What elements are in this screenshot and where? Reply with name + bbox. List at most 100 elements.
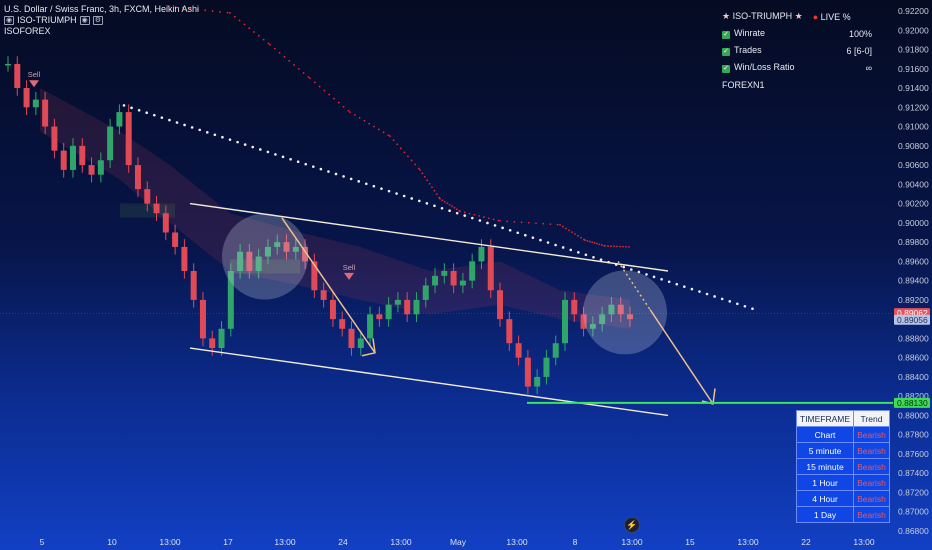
candle-body bbox=[487, 246, 494, 291]
dotted-trendline-dot bbox=[312, 165, 315, 168]
dotted-trendline-dot bbox=[183, 123, 186, 127]
stat-value: 100% bbox=[848, 28, 872, 39]
stat-label: Winrate bbox=[734, 28, 766, 38]
trailing-stop-dot bbox=[403, 151, 406, 154]
dotted-trendline-dot bbox=[130, 106, 133, 110]
price-box bbox=[894, 397, 930, 408]
lightning-icon[interactable]: ⚡ bbox=[624, 517, 640, 533]
y-tick-label: 0.88600 bbox=[898, 353, 929, 363]
candle-body bbox=[107, 126, 114, 161]
trailing-stop-dot bbox=[433, 189, 436, 192]
candle-body bbox=[627, 314, 633, 320]
dotted-trendline-dot bbox=[531, 236, 535, 239]
trailing-stop-dot bbox=[333, 97, 335, 100]
dotted-trendline-dot bbox=[281, 155, 285, 159]
trailing-stop-dot bbox=[431, 186, 433, 189]
y-tick-label: 0.89200 bbox=[898, 295, 929, 305]
trailing-stop-dot bbox=[189, 7, 192, 10]
channel-lower-line bbox=[189, 347, 669, 417]
trailing-stop-dot bbox=[414, 163, 417, 166]
candle-body bbox=[264, 246, 271, 257]
candle-body bbox=[42, 99, 49, 127]
trailing-stop-dot bbox=[446, 202, 449, 205]
y-tick-label: 0.87600 bbox=[898, 449, 929, 459]
y-tick-label: 0.88800 bbox=[898, 333, 929, 343]
y-tick-label: 0.86800 bbox=[898, 526, 929, 536]
candle-body bbox=[413, 299, 420, 315]
candle-body bbox=[274, 242, 281, 247]
candle-body bbox=[329, 299, 336, 320]
candle-body bbox=[302, 246, 309, 262]
trailing-stop-dot bbox=[297, 68, 300, 70]
trailing-stop-dot bbox=[257, 34, 260, 37]
candle-body bbox=[478, 246, 485, 262]
candle-body bbox=[515, 343, 522, 358]
stats-row-trades: ✓ Trades 6 [6-0] bbox=[722, 42, 872, 59]
trailing-stop-dot bbox=[219, 10, 221, 13]
y-tick-label: 0.90400 bbox=[898, 179, 929, 189]
highlight-circle bbox=[583, 270, 667, 355]
dotted-trendline-dot bbox=[667, 280, 671, 284]
dotted-trendline-dot bbox=[720, 297, 724, 301]
check-icon: ✓ bbox=[722, 48, 730, 56]
stats-footer: FOREXN1 bbox=[722, 79, 765, 90]
dotted-trendline-dot bbox=[160, 116, 164, 119]
trailing-stop-dot bbox=[167, 5, 169, 8]
dotted-trendline-dot bbox=[418, 199, 421, 203]
dotted-trendline-dot bbox=[304, 162, 308, 166]
settings-icon[interactable]: ⚙ bbox=[92, 16, 103, 25]
dotted-trendline-dot bbox=[561, 246, 565, 249]
dotted-trendline-dot bbox=[349, 177, 353, 181]
dotted-trendline-dot bbox=[690, 287, 694, 291]
trailing-stop-dot bbox=[478, 215, 481, 217]
trailing-stop-dot bbox=[233, 15, 236, 18]
candle-body bbox=[422, 285, 429, 300]
trailing-stop-dot bbox=[174, 6, 177, 8]
dotted-trendline-dot bbox=[698, 290, 701, 293]
trailing-stop-dot bbox=[565, 227, 567, 230]
table-row: 15 minute Bearish bbox=[795, 458, 890, 475]
candle-body bbox=[97, 160, 104, 175]
candle-body bbox=[237, 251, 244, 271]
trailing-stop-dot bbox=[253, 31, 255, 33]
trailing-stop-dot bbox=[586, 239, 589, 242]
dotted-trendline-dot bbox=[205, 131, 209, 134]
y-tick-label: 0.87800 bbox=[898, 430, 929, 440]
trailing-stop-dot bbox=[542, 222, 545, 225]
candle-body bbox=[599, 314, 606, 324]
dotted-trendline-dot bbox=[122, 104, 126, 107]
y-tick-label: 0.90600 bbox=[898, 160, 929, 170]
stat-value: ∞ bbox=[865, 62, 872, 73]
trailing-stop-dot bbox=[448, 203, 451, 206]
trailing-stop-dot bbox=[600, 244, 603, 246]
trailing-stop-dot bbox=[267, 42, 270, 45]
trailing-stop-dot bbox=[278, 51, 281, 54]
trailing-stop-dot bbox=[349, 111, 351, 114]
candle-body bbox=[153, 203, 160, 214]
dotted-trendline-dot bbox=[198, 128, 202, 132]
candle-body bbox=[617, 304, 624, 315]
stats-row-winrate: ✓ Winrate 100% bbox=[722, 25, 872, 42]
stats-title: ISO-TRIUMPH bbox=[732, 11, 793, 21]
dotted-trendline-dot bbox=[175, 121, 179, 124]
trailing-stop-dot bbox=[574, 233, 576, 235]
dotted-trendline-dot bbox=[410, 197, 414, 200]
eye-icon[interactable]: ◉ bbox=[4, 16, 15, 25]
trailing-stop-dot bbox=[377, 128, 380, 131]
live-dot-icon: ● bbox=[812, 11, 819, 22]
trailing-stop-dot bbox=[439, 197, 441, 200]
dotted-trendline-dot bbox=[478, 219, 482, 222]
dotted-trendline-dot bbox=[705, 292, 709, 296]
trailing-stop-dot bbox=[229, 12, 231, 14]
eye-icon[interactable]: ◉ bbox=[79, 16, 90, 25]
y-tick-label: 0.88200 bbox=[898, 391, 929, 401]
dotted-trendline-dot bbox=[221, 135, 224, 139]
candle-body bbox=[218, 328, 225, 349]
x-tick-label: 17 bbox=[223, 537, 233, 547]
candle-body bbox=[497, 290, 504, 320]
dotted-trendline-dot bbox=[539, 238, 542, 242]
trailing-stop-dot bbox=[562, 225, 564, 228]
stats-row-winloss: ✓ Win/Loss Ratio ∞ bbox=[722, 59, 872, 76]
y-tick-label: 0.90800 bbox=[898, 141, 929, 151]
